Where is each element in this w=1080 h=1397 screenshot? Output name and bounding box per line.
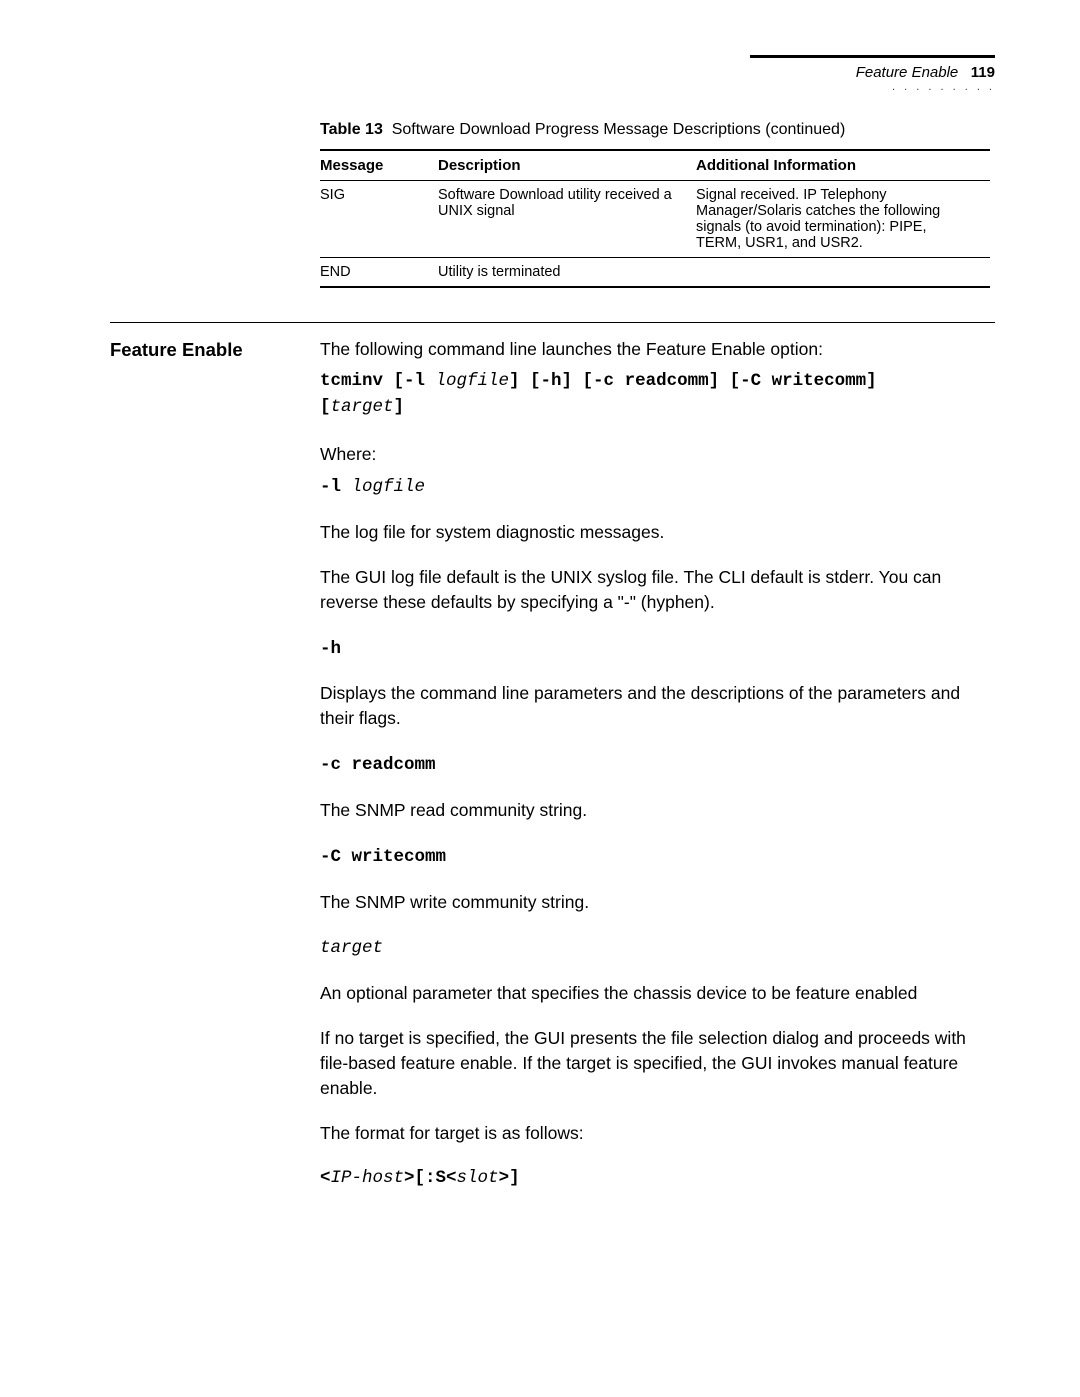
option-target-desc1: An optional parameter that specifies the… [320,981,995,1006]
table-row: SIG Software Download utility received a… [320,181,990,258]
option-c-desc: The SNMP read community string. [320,798,995,823]
col-message: Message [320,150,438,181]
option-h-desc: Displays the command line parameters and… [320,681,995,731]
cmd-part: [ [320,397,331,417]
intro-text: The following command line launches the … [320,337,995,362]
header-dots: . . . . . . . . . [110,81,995,93]
cell-description: Software Download utility received a UNI… [438,181,696,258]
option-c: -c readcomm [320,751,995,778]
table-caption: Table 13 Software Download Progress Mess… [320,121,995,139]
header-rule [750,55,995,58]
cmd-part: ] [394,397,405,417]
cell-info: Signal received. IP Telephony Manager/So… [696,181,990,258]
table-label: Table 13 [320,121,383,138]
where-label: Where: [320,442,995,467]
cmd-part: ] [-h] [-c readcomm] [-C writecomm] [509,371,877,391]
fmt-part: >[:S< [404,1168,457,1188]
section-heading: Feature Enable [110,337,320,361]
cell-message: END [320,258,438,288]
option-target-desc2: If no target is specified, the GUI prese… [320,1026,995,1101]
table-title: Software Download Progress Message Descr… [392,121,846,138]
col-info: Additional Information [696,150,990,181]
table-row: END Utility is terminated [320,258,990,288]
cmd-arg: target [331,397,394,417]
cell-info [696,258,990,288]
section-rule [110,322,995,323]
flag-C: -C writecomm [320,847,446,867]
running-header: Feature Enable 119 [110,64,995,81]
fmt-arg: IP-host [331,1168,405,1188]
page-number: 119 [971,64,995,81]
option-l-desc2: The GUI log file default is the UNIX sys… [320,565,995,615]
flag-l: -l [320,477,352,497]
option-C-desc: The SNMP write community string. [320,890,995,915]
header-section: Feature Enable [856,64,959,81]
arg-logfile: logfile [352,477,426,497]
messages-table: Message Description Additional Informati… [320,149,990,288]
option-l: -l logfile [320,473,995,500]
option-C: -C writecomm [320,843,995,870]
table-header-row: Message Description Additional Informati… [320,150,990,181]
fmt-arg: slot [457,1168,499,1188]
fmt-part: < [320,1168,331,1188]
flag-c: -c readcomm [320,755,436,775]
cmd-arg: logfile [436,371,510,391]
cell-description: Utility is terminated [438,258,696,288]
option-target: target [320,934,995,961]
command-syntax: tcminv [-l logfile] [-h] [-c readcomm] [… [320,368,995,421]
section-content: The following command line launches the … [320,337,995,1210]
cmd-part: tcminv [-l [320,371,436,391]
section-feature-enable: Feature Enable The following command lin… [110,337,995,1210]
fmt-part: >] [499,1168,520,1188]
option-l-desc1: The log file for system diagnostic messa… [320,520,995,545]
target-format-intro: The format for target is as follows: [320,1121,995,1146]
cell-message: SIG [320,181,438,258]
page: Feature Enable 119 . . . . . . . . . Tab… [0,0,1080,1270]
flag-h: -h [320,639,341,659]
col-description: Description [438,150,696,181]
option-h: -h [320,635,995,662]
target-format: <IP-host>[:S<slot>] [320,1166,995,1191]
arg-target: target [320,938,383,958]
